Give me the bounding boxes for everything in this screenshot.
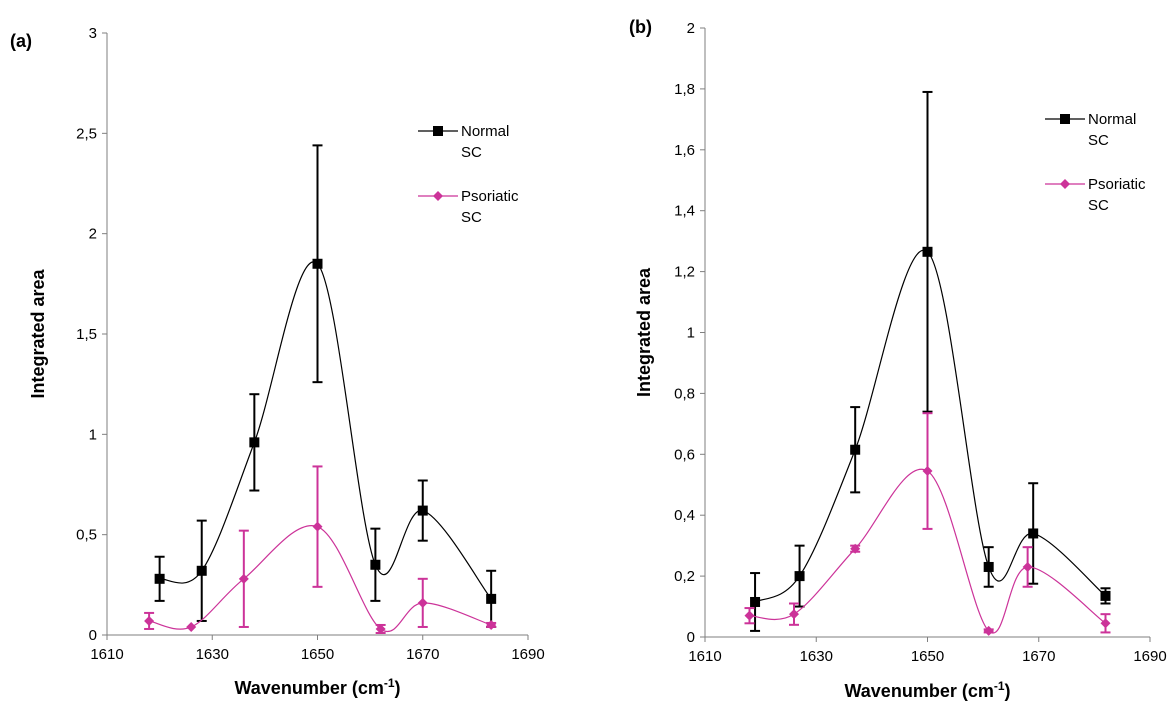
data-point [750,596,761,607]
x-tick-label: 1670 [1022,648,1055,665]
data-point [486,619,497,630]
series-line [754,249,1106,603]
series-line [148,525,492,633]
data-point [789,609,799,620]
legend-entry-psoriatic-sc: Psoriatic SC [1045,176,1146,214]
data-point [850,543,861,554]
chart-panel-2: (b) 0 0,2 0,4 0,6 0,8 1 1,2 1,4 1,6 1,8 2 1610 1630 16… [629,17,1167,701]
y-tick-label: 0,6 [674,446,695,463]
legend-entry-normal-sc: Normal SC [1045,111,1136,149]
series-normal-sc [750,90,1111,632]
data-point [1028,528,1039,539]
x-axis-title-superscript: -1 [384,676,395,690]
legend-label: Normal [461,123,509,140]
data-point [312,521,323,532]
series-psoriatic-sc [144,465,497,634]
data-point [744,610,755,621]
data-point [922,246,933,257]
x-axis-title-close: ) [1005,681,1011,701]
y-tick-label: 1,2 [674,264,695,281]
y-tick-label: 1 [89,426,97,443]
legend-label: Psoriatic [461,188,519,205]
legend-entry-psoriatic-sc: Psoriatic SC [418,188,519,226]
x-tick-label: 1610 [90,646,123,663]
data-point [375,623,386,634]
y-tick-label: 1,4 [674,203,695,220]
y-tick-label: 2 [89,226,97,243]
x-axis-title: Wavenumber (cm-1) [844,679,1010,701]
y-tick-label: 0,4 [674,507,695,524]
y-tick-label: 1,5 [76,326,97,343]
chart-panel-1: (a) 0 0,5 1 1,5 2 2,5 3 1610 1630 1650 1670 1690 Inte… [10,25,545,698]
legend-marker [1060,114,1070,124]
x-tick-label: 1670 [406,646,439,663]
legend-marker [1060,179,1070,189]
data-point [486,593,497,604]
legend-label: SC [461,209,482,226]
data-point [850,444,861,455]
y-axis-title: Integrated area [634,267,654,397]
legend-label: SC [461,144,482,161]
y-tick-label: 0 [89,627,97,644]
legend-entry-normal-sc: Normal SC [418,123,509,161]
y-tick-label: 0,8 [674,385,695,402]
x-axis-title-close: ) [395,678,401,698]
x-axis-title-main: Wavenumber (cm [234,678,383,698]
data-point [1022,561,1033,572]
data-point [370,559,381,570]
data-point [186,621,197,632]
x-tick-label: 1630 [196,646,229,663]
data-point [238,573,249,584]
legend-marker [433,126,443,136]
data-point [196,565,207,576]
y-tick-label: 2,5 [76,125,97,142]
legend-marker [433,191,443,201]
series-line [159,261,492,600]
panel-label: (b) [629,17,652,37]
y-tick-label: 1 [687,325,695,342]
legend-label: Psoriatic [1088,176,1146,193]
series-psoriatic-sc [744,412,1111,636]
data-point [794,571,805,582]
data-point [983,625,994,636]
data-point [144,615,155,626]
x-tick-label: 1630 [800,648,833,665]
y-axis-title: Integrated area [28,268,48,398]
data-point [312,258,323,269]
y-tick-label: 0 [687,629,695,646]
x-axis-title-superscript: -1 [994,679,1005,693]
y-tick-label: 1,6 [674,142,695,159]
x-tick-label: 1690 [1133,648,1166,665]
data-point [983,561,994,572]
y-tick-label: 0,2 [674,568,695,585]
legend-label: SC [1088,197,1109,214]
data-point [417,597,428,608]
data-point [922,466,933,477]
x-tick-label: 1650 [911,648,944,665]
x-tick-label: 1650 [301,646,334,663]
panel-label: (a) [10,31,32,51]
data-point [249,437,260,448]
legend-label: SC [1088,132,1109,149]
y-tick-label: 2 [687,20,695,37]
data-point [417,505,428,516]
y-tick-label: 3 [89,25,97,42]
data-point [1100,618,1111,629]
y-tick-label: 1,8 [674,81,695,98]
data-point [1100,590,1111,601]
x-axis-title-main: Wavenumber (cm [844,681,993,701]
y-tick-label: 0,5 [76,527,97,544]
legend-label: Normal [1088,111,1136,128]
data-point [154,573,165,584]
x-tick-label: 1610 [688,648,721,665]
series-normal-sc [154,144,497,628]
x-tick-label: 1690 [511,646,544,663]
x-axis-title: Wavenumber (cm-1) [234,676,400,698]
